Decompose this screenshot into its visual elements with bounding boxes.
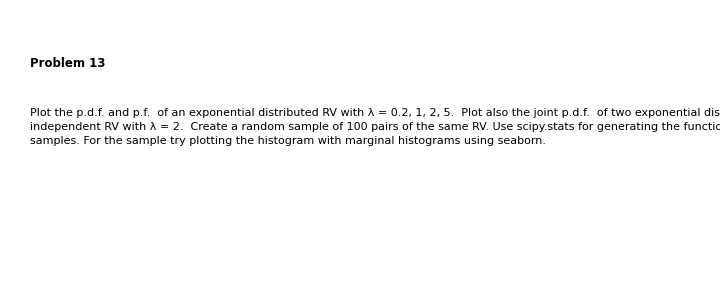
Text: Problem 13: Problem 13 xyxy=(30,57,106,70)
Text: Plot the p.d.f. and p.f.  of an exponential distributed RV with λ = 0.2, 1, 2, 5: Plot the p.d.f. and p.f. of an exponenti… xyxy=(30,108,720,145)
